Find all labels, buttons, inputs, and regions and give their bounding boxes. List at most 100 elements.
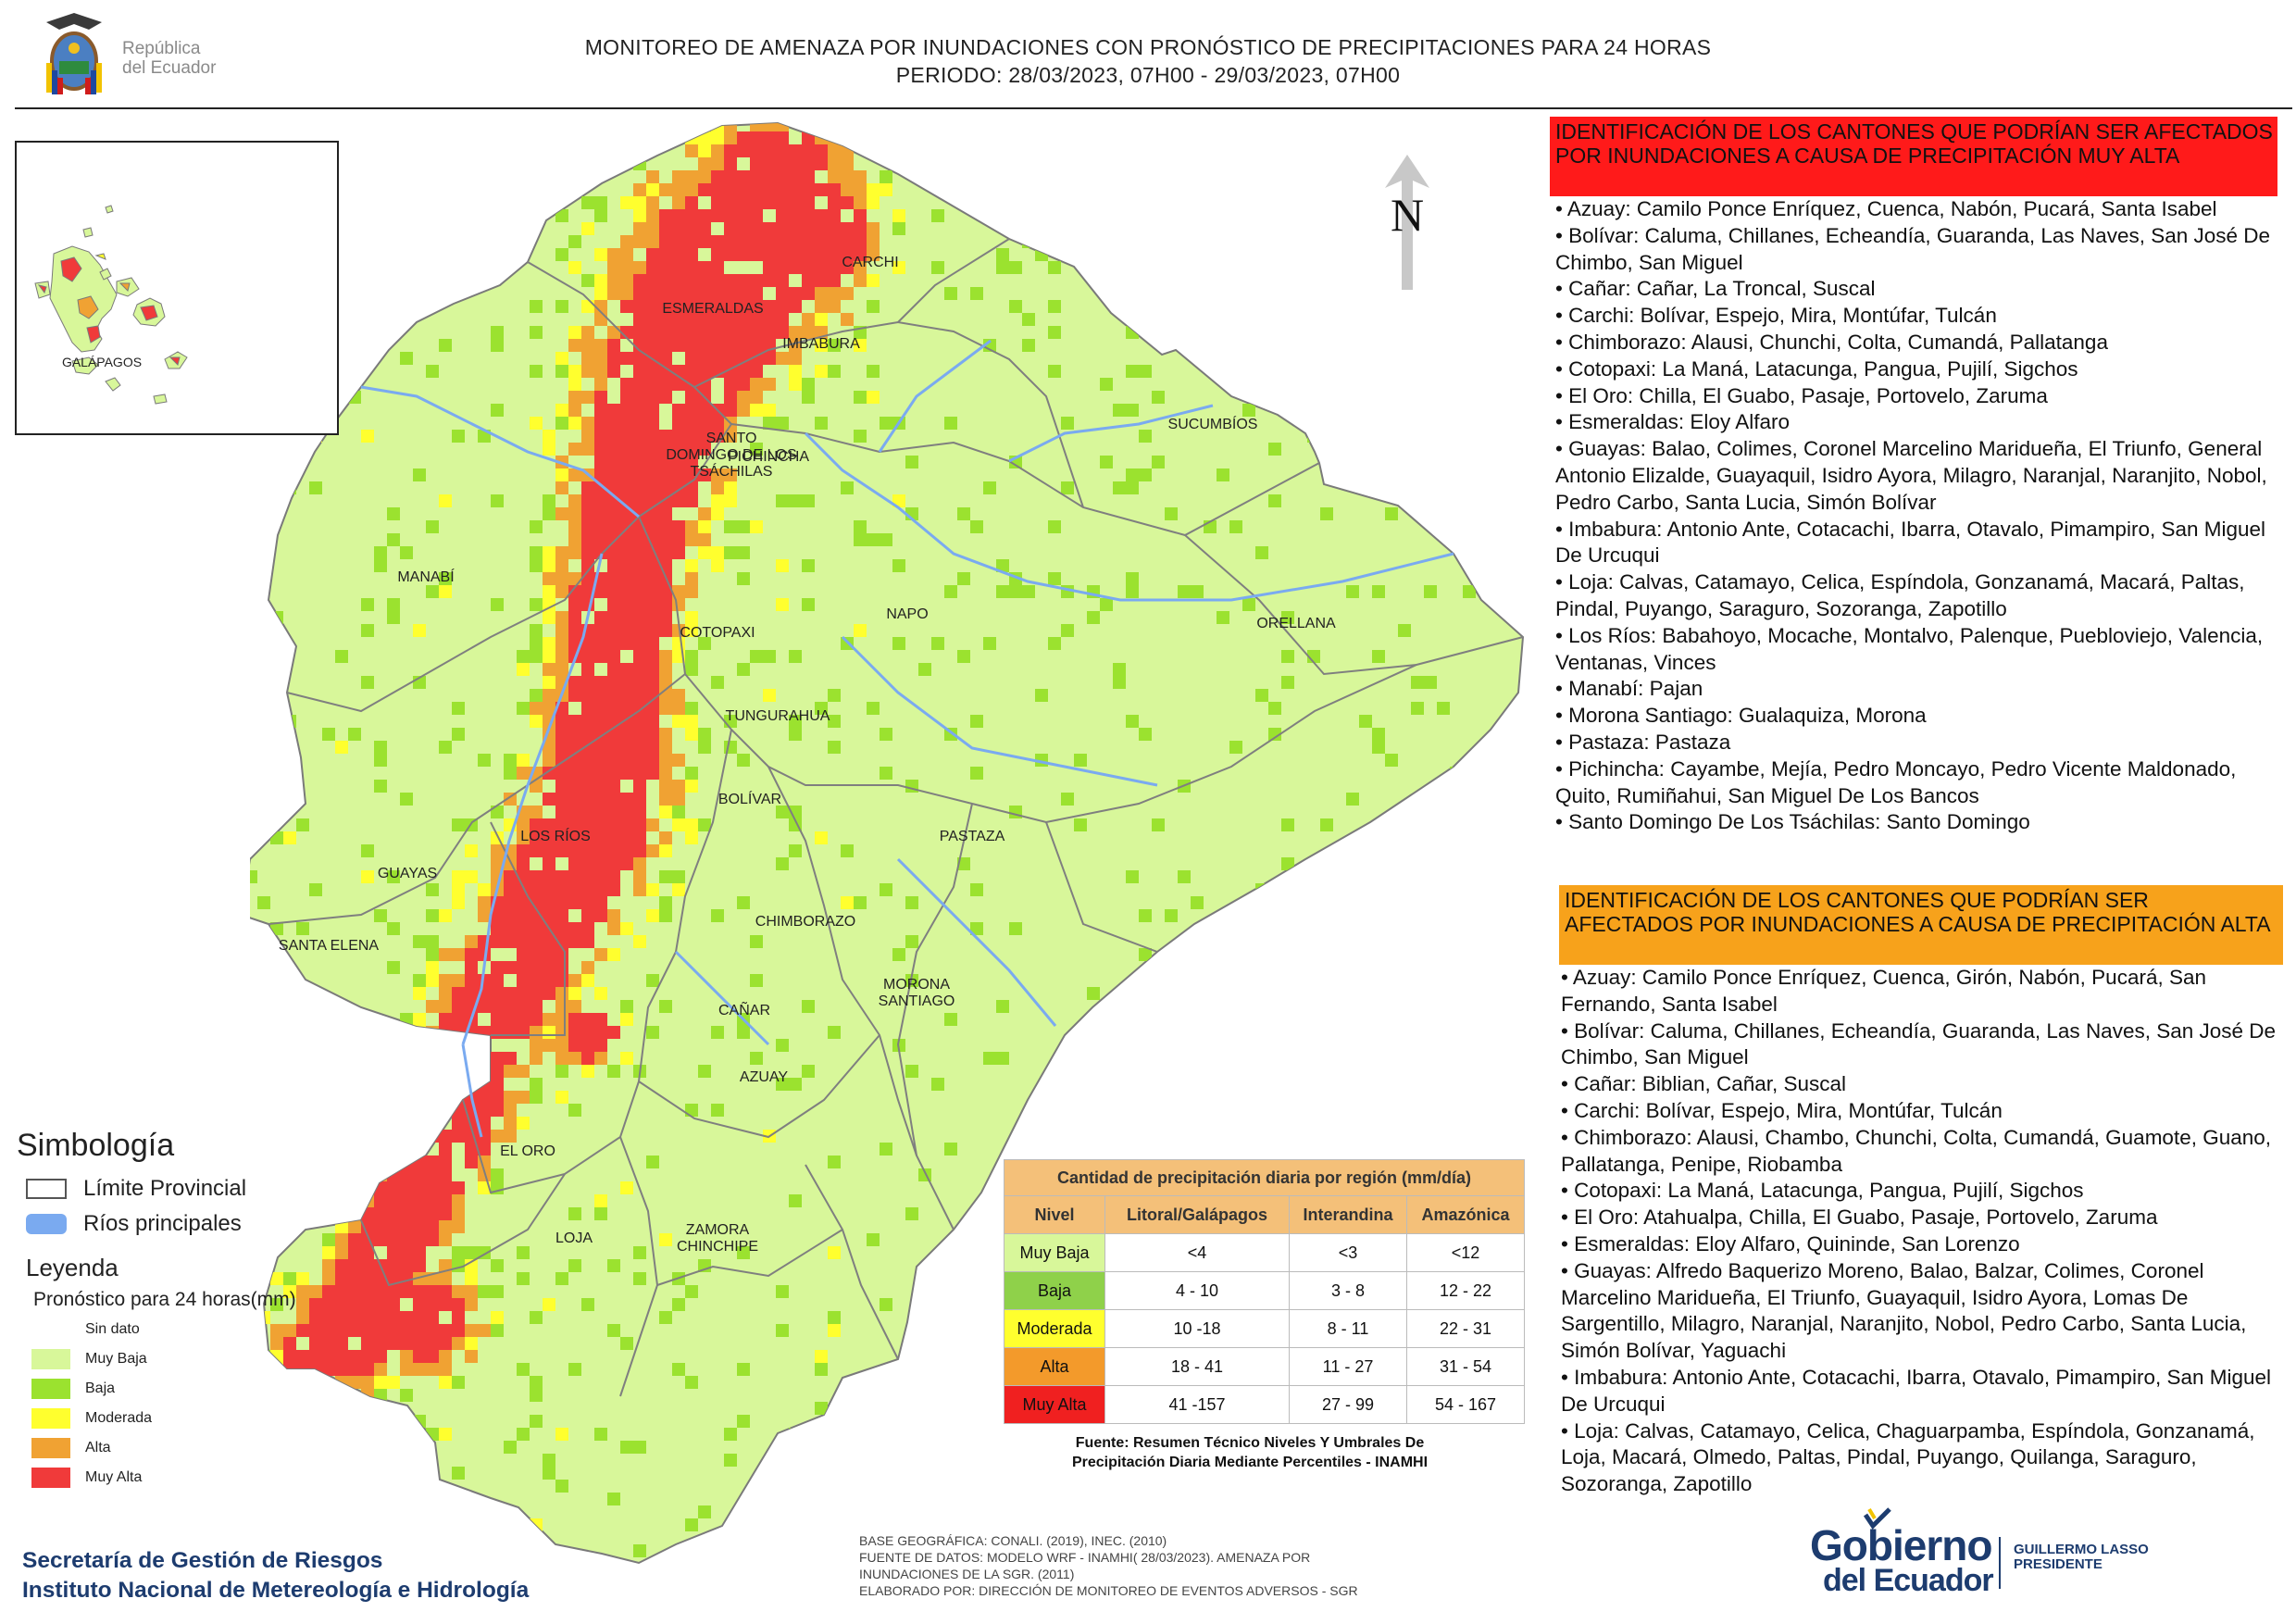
hazard-cell [776,123,789,131]
hazard-cell [335,1272,348,1285]
hazard-cell [815,1454,828,1467]
hazard-cell [724,430,737,443]
hazard-cell [607,702,620,715]
hazard-cell [374,1311,387,1324]
hazard-cell [491,935,504,948]
hazard-cell [581,806,594,818]
hazard-cell [594,1013,607,1026]
hazard-cell [983,1493,996,1505]
hazard-cell [737,248,750,261]
hazard-cell [283,1272,296,1285]
hazard-cell [517,1363,530,1376]
hazard-cell [659,481,672,494]
hazard-cell [620,728,633,741]
hazard-cell [918,1311,931,1324]
hazard-cell [815,183,828,196]
hazard-cell [568,1000,581,1013]
province-label: PICHINCHA [728,449,809,465]
hazard-cell [504,922,517,935]
hazard-cell [659,507,672,520]
hazard-cell [620,456,633,468]
hazard-cell [724,404,737,417]
canton-list-item: • Pastaza: Pastaza [1555,730,1731,754]
hazard-cell [568,818,581,831]
hazard-cell [1398,1078,1411,1091]
hazard-cell [646,443,659,456]
hazard-cell [646,754,659,767]
hazard-cell [374,1363,387,1376]
hazard-cell [426,1000,439,1013]
hazard-cell [543,494,555,507]
hazard-cell [646,404,659,417]
legend-label: Alta [85,1440,111,1455]
hazard-cell [568,365,581,378]
hazard-cell [594,1039,607,1052]
hazard-cell [543,935,555,948]
province-label: COTOPAXI [680,625,755,641]
hazard-cell [348,1194,361,1207]
hazard-cell [724,222,737,235]
hazard-cell [452,1130,465,1143]
hazard-cell [1178,300,1191,313]
hazard-cell [698,235,711,248]
hazard-cell [620,352,633,365]
table-row: Alta 18 - 41 11 - 27 31 - 54 [1004,1347,1525,1386]
hazard-cell [322,1363,335,1376]
hazard-cell [400,1350,413,1363]
hazard-cell [698,546,711,559]
legend-swatch [31,1349,70,1369]
hazard-cell [322,1493,335,1505]
hazard-cell [607,611,620,624]
hazard-cell [543,559,555,572]
table-row: Muy Baja <4 <3 <12 [1004,1233,1525,1272]
hazard-cell [685,780,698,793]
hazard-cell [672,326,685,339]
hazard-cell [633,728,646,741]
hazard-cell [452,1220,465,1233]
hazard-cell [1139,468,1152,481]
hazard-cell [1502,728,1515,741]
hazard-cell [633,883,646,896]
hazard-cell [543,987,555,1000]
province-label: CAÑAR [718,1000,770,1018]
hazard-cell [504,754,517,767]
hazard-cell [517,1000,530,1013]
hazard-cell [633,754,646,767]
hazard-cell [426,1350,439,1363]
hazard-cell [491,1078,504,1091]
hazard-cell [543,650,555,663]
hazard-cell [517,1246,530,1259]
hazard-cell [607,481,620,494]
hazard-cell [581,961,594,974]
hazard-cell [750,274,763,287]
hazard-cell [633,222,646,235]
hazard-cell [789,261,802,274]
hazard-cell [257,1350,270,1363]
hazard-cell [633,481,646,494]
hazard-cell [815,287,828,300]
hazard-cell [413,1311,426,1324]
hazard-cell [711,676,724,689]
hazard-cell [607,507,620,520]
org-line1: Secretaría de Gestión de Riesgos [22,1548,383,1573]
hazard-cell [250,870,257,883]
hazard-cell [581,1298,594,1311]
hazard-cell [387,1194,400,1207]
hazard-cell [672,456,685,468]
title-line1: MONITOREO DE AMENAZA POR INUNDACIONES CO… [584,35,1712,59]
hazard-cell [283,1143,296,1156]
hazard-cell [828,183,841,196]
hazard-cell [568,715,581,728]
hazard-cell [737,378,750,391]
hazard-cell [348,1272,361,1285]
hazard-cell [983,1311,996,1324]
hazard-cell [426,1117,439,1130]
hazard-cell [361,1376,374,1389]
hazard-cell [698,741,711,754]
hazard-cell [737,391,750,404]
hazard-cell [724,520,737,533]
hazard-cell [1281,818,1294,831]
hazard-cell [530,961,543,974]
hazard-cell [543,507,555,520]
hazard-cell [413,1039,426,1052]
